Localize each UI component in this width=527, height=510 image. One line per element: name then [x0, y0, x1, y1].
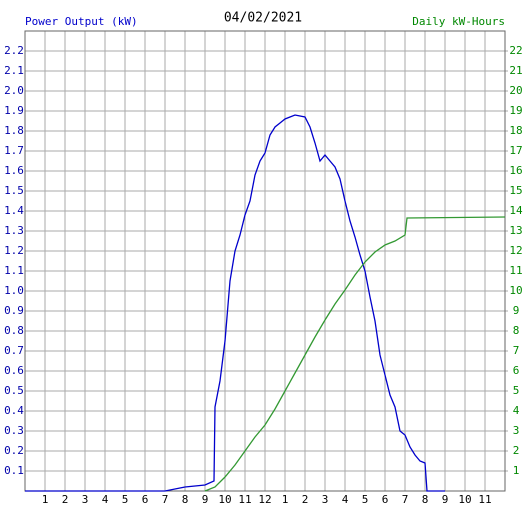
x-tick-label: 9 — [442, 493, 449, 506]
x-tick-label: 6 — [142, 493, 149, 506]
y-tick-label: 1.5 — [4, 184, 24, 197]
y2-tick-label: 22 — [509, 44, 522, 57]
y2-tick-label: 13 — [509, 224, 522, 237]
x-tick-label: 6 — [382, 493, 389, 506]
y-tick-label: 2.0 — [4, 84, 24, 97]
y-tick-label: 1.7 — [4, 144, 24, 157]
y2-tick-label: 21 — [509, 64, 522, 77]
y2-tick-label: 12 — [509, 244, 522, 257]
x-tick-label: 4 — [102, 493, 109, 506]
y2-tick-label: 15 — [509, 184, 522, 197]
y-tick-label: 0.6 — [4, 364, 24, 377]
y2-tick-label: 7 — [513, 344, 520, 357]
x-tick-label: 9 — [202, 493, 209, 506]
y2-tick-label: 11 — [509, 264, 522, 277]
y2-tick-label: 17 — [509, 144, 522, 157]
y2-tick-label: 10 — [509, 284, 522, 297]
y-axis-label: Power Output (kW) — [25, 15, 138, 28]
y-tick-label: 0.4 — [4, 404, 24, 417]
y-tick-label: 0.1 — [4, 464, 24, 477]
y2-tick-label: 9 — [513, 304, 520, 317]
y2-axis-label: Daily kW-Hours — [412, 15, 505, 28]
y-tick-label: 1.9 — [4, 104, 24, 117]
y-tick-label: 1.0 — [4, 284, 24, 297]
y-tick-label: 1.2 — [4, 244, 24, 257]
x-tick-label: 8 — [422, 493, 429, 506]
x-tick-label: 7 — [402, 493, 409, 506]
y2-tick-label: 4 — [513, 404, 520, 417]
y-tick-label: 1.8 — [4, 124, 24, 137]
y2-tick-label: 5 — [513, 384, 520, 397]
y2-tick-label: 16 — [509, 164, 522, 177]
x-tick-label: 4 — [342, 493, 349, 506]
x-tick-label: 5 — [122, 493, 129, 506]
x-tick-label: 7 — [162, 493, 169, 506]
y2-tick-label: 1 — [513, 464, 520, 477]
x-tick-label: 11 — [238, 493, 251, 506]
x-tick-label: 2 — [302, 493, 309, 506]
y-tick-label: 1.3 — [4, 224, 24, 237]
y-tick-label: 0.2 — [4, 444, 24, 457]
x-tick-label: 10 — [218, 493, 231, 506]
y2-tick-label: 3 — [513, 424, 520, 437]
data-line — [204, 216, 506, 492]
x-tick-label: 2 — [62, 493, 69, 506]
x-tick-label: 1 — [282, 493, 289, 506]
x-tick-label: 10 — [458, 493, 471, 506]
y-tick-label: 0.7 — [4, 344, 24, 357]
y-tick-label: 2.2 — [4, 44, 24, 57]
y2-tick-label: 20 — [509, 84, 522, 97]
y2-tick-label: 18 — [509, 124, 522, 137]
plot-border — [24, 30, 506, 492]
x-tick-label: 3 — [82, 493, 89, 506]
x-tick-label: 8 — [182, 493, 189, 506]
data-line — [25, 114, 445, 492]
y2-tick-label: 6 — [513, 364, 520, 377]
x-tick-label: 3 — [322, 493, 329, 506]
x-tick-label: 1 — [42, 493, 49, 506]
y-tick-label: 0.8 — [4, 324, 24, 337]
y2-tick-label: 8 — [513, 324, 520, 337]
y2-tick-label: 2 — [513, 444, 520, 457]
y-tick-label: 2.1 — [4, 64, 24, 77]
y-tick-label: 1.6 — [4, 164, 24, 177]
y-tick-label: 1.1 — [4, 264, 24, 277]
y-tick-label: 0.5 — [4, 384, 24, 397]
x-tick-label: 5 — [362, 493, 369, 506]
y-tick-label: 1.4 — [4, 204, 24, 217]
y-tick-label: 0.3 — [4, 424, 24, 437]
y-tick-label: 0.9 — [4, 304, 24, 317]
y2-tick-label: 14 — [509, 204, 523, 217]
x-tick-label: 11 — [478, 493, 491, 506]
y2-tick-label: 19 — [509, 104, 522, 117]
chart-title: 04/02/2021 — [224, 11, 302, 26]
x-tick-label: 12 — [258, 493, 271, 506]
